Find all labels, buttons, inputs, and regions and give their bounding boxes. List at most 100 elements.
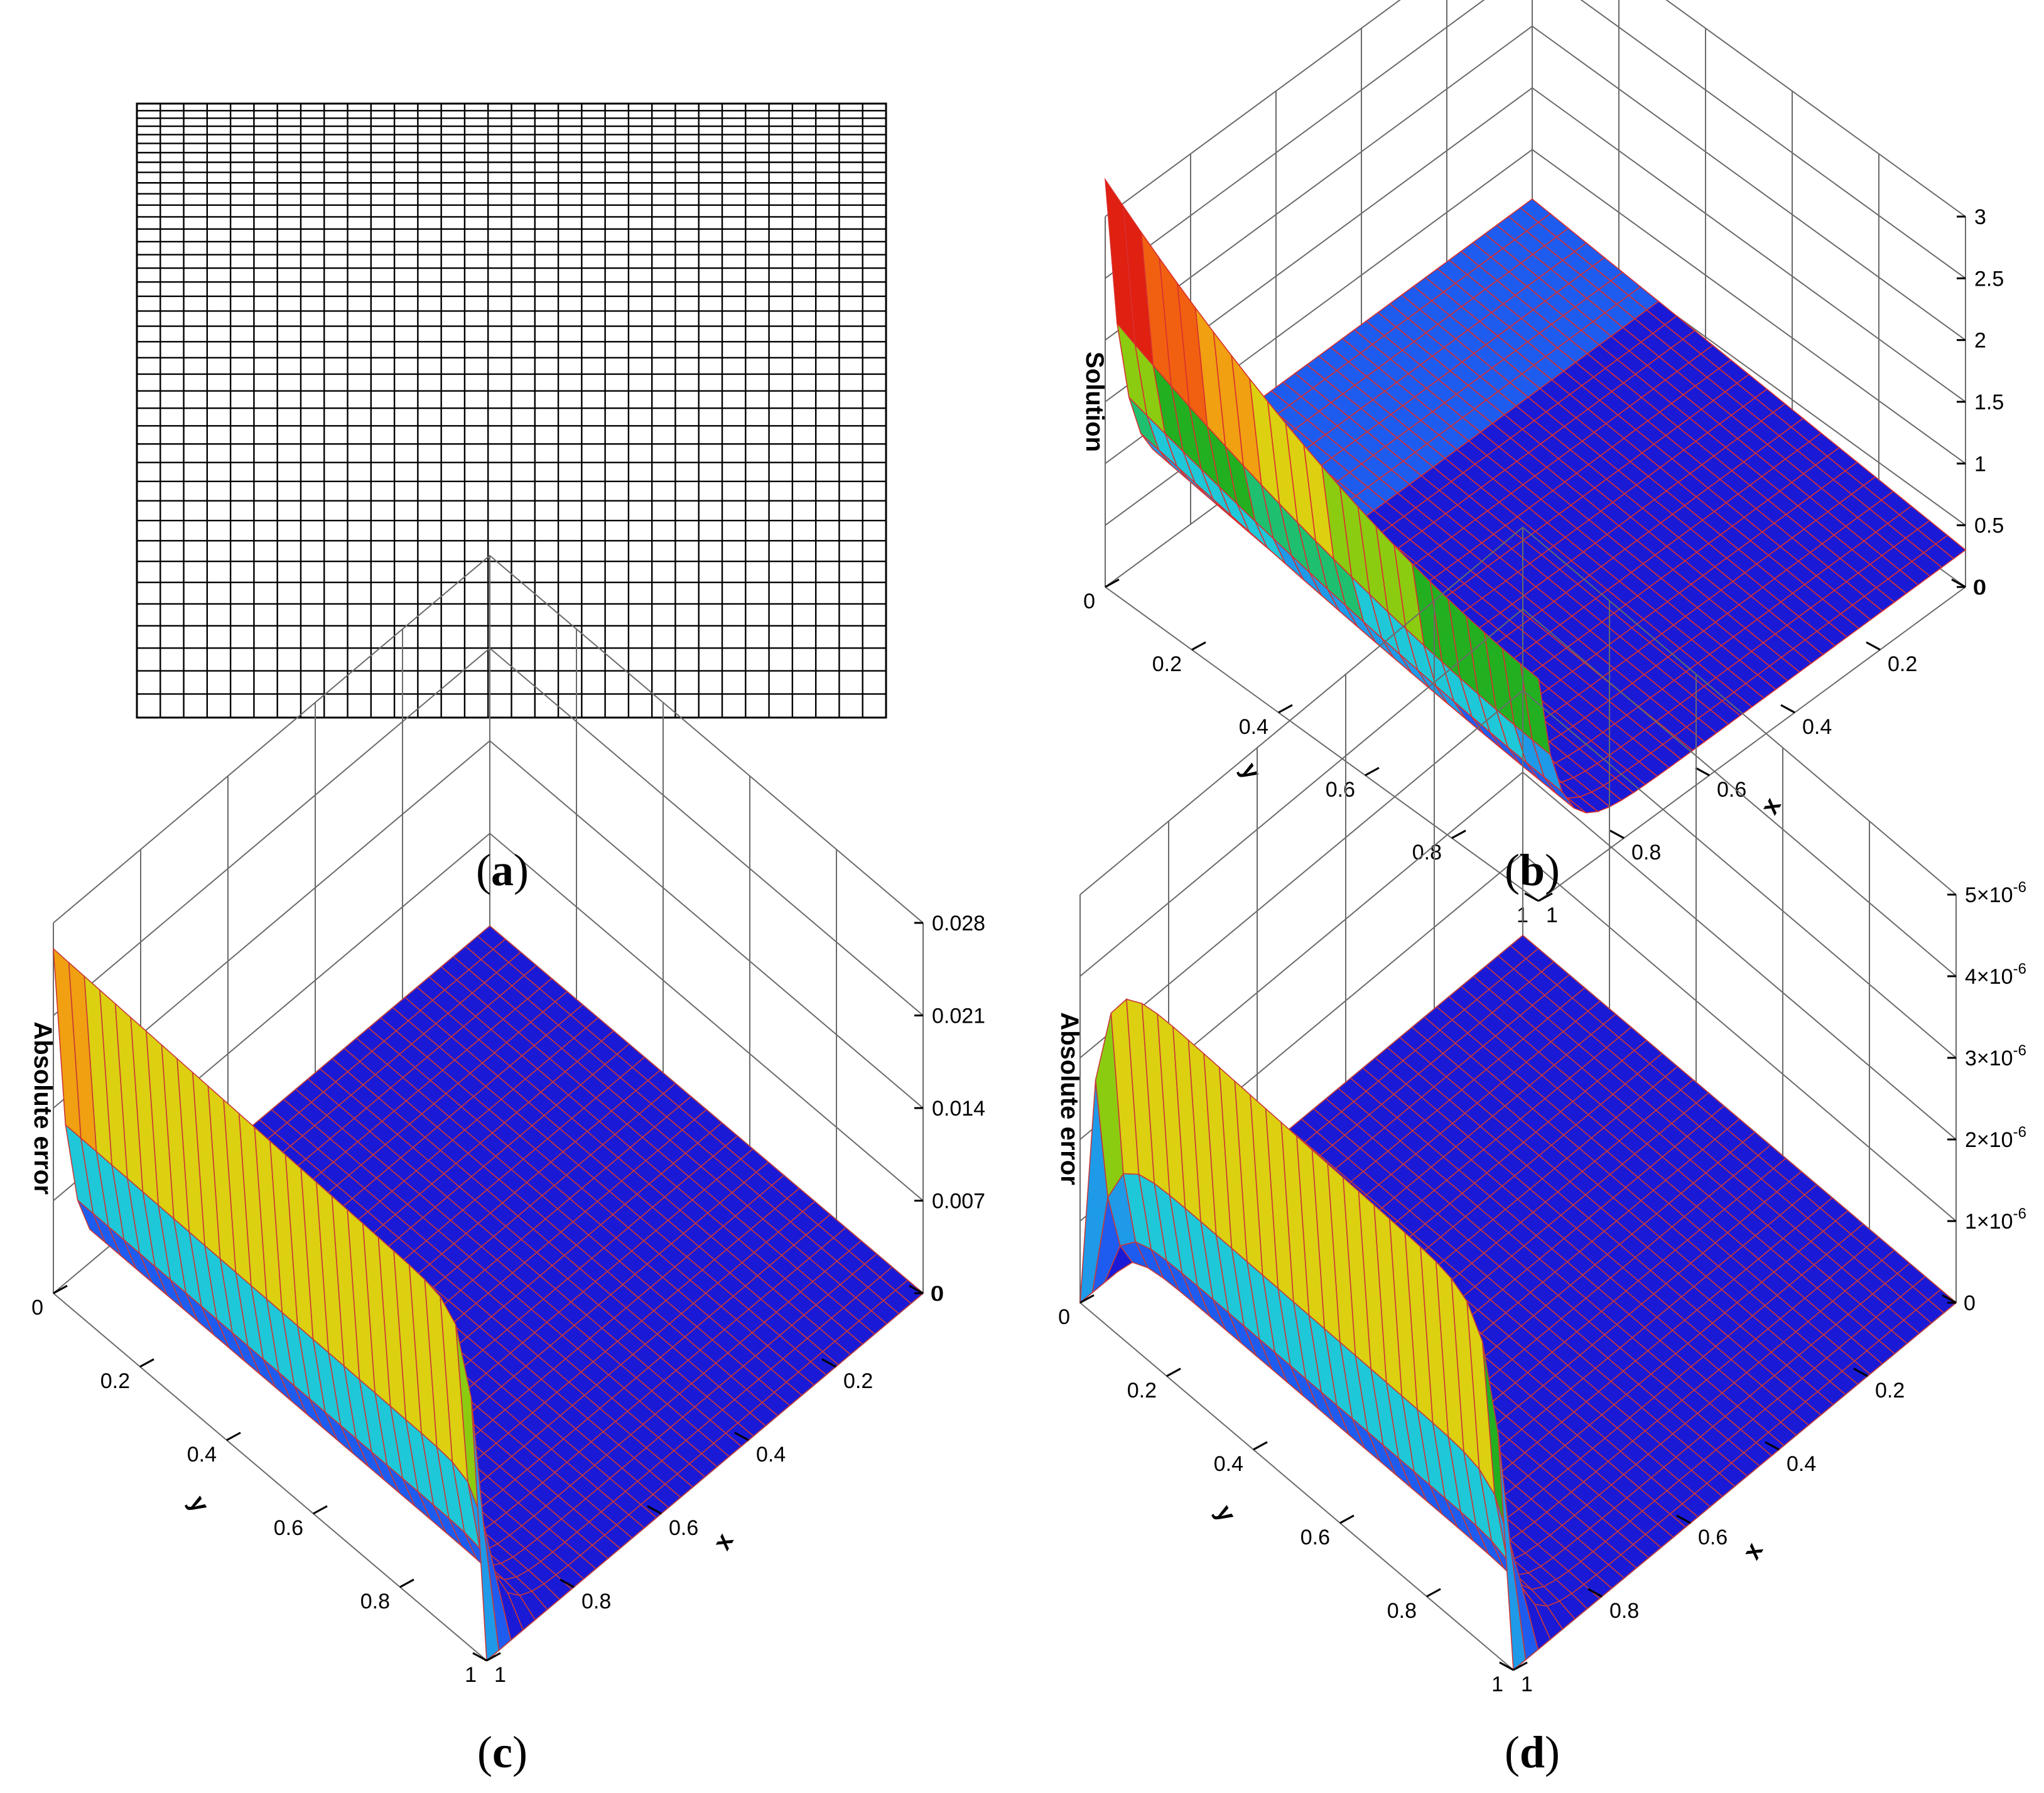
- y-tick-label: 0.6: [274, 1516, 303, 1540]
- y-tick-label: 1: [465, 1663, 477, 1687]
- x-tick-mark: [560, 1578, 575, 1588]
- x-tick-mark: [1695, 767, 1710, 777]
- z-axis-title: Solution: [1081, 352, 1108, 452]
- x-tick-label: 1: [494, 1663, 506, 1687]
- y-tick-label: 0.4: [187, 1443, 217, 1467]
- y-tick-label: 0.6: [1300, 1526, 1330, 1549]
- x-tick-mark: [734, 1431, 749, 1441]
- y-tick-label: 0.4: [1214, 1452, 1243, 1476]
- x-tick-mark: [1866, 641, 1881, 651]
- y-tick-mark: [399, 1578, 414, 1588]
- y-tick-mark: [1513, 1661, 1528, 1671]
- y-tick-label: 0.8: [1387, 1599, 1417, 1623]
- grid-line: [53, 647, 924, 1016]
- y-tick-label: 0.4: [1239, 715, 1268, 739]
- x-tick-mark: [1676, 1514, 1691, 1524]
- y-tick-label: 0: [31, 1296, 43, 1320]
- x-tick-mark: [1499, 1661, 1514, 1671]
- grid-line: [1079, 689, 1957, 1058]
- panel-d-error-plot: 1×10-6 2×10-6 3×10-6 4×10-6 5×10-6 0 0.2 0.4 0.6…: [1056, 526, 2026, 1696]
- z-tick-label: 2: [1974, 329, 1986, 353]
- caption-d: (d): [1505, 1727, 1560, 1777]
- z-tick-exponent: -6: [2013, 961, 2026, 977]
- y-tick-mark: [1538, 892, 1553, 902]
- z-tick-label: 2.5: [1974, 267, 2004, 291]
- y-tick-label: 0: [1083, 590, 1095, 613]
- y-tick-mark: [1105, 578, 1120, 588]
- y-tick-label: 0.6: [1326, 778, 1355, 802]
- z-tick-exponent: -6: [2013, 1124, 2026, 1141]
- grid-line: [1079, 771, 1957, 1140]
- x-tick-mark: [909, 1284, 924, 1295]
- y-tick-label: 1: [1491, 1672, 1503, 1696]
- y-tick-label: 0: [1058, 1305, 1070, 1329]
- grid-line: [1105, 25, 1966, 341]
- x-tick-label: 0.8: [581, 1590, 611, 1613]
- y-tick-label: 0.2: [1152, 652, 1182, 676]
- y-axis-title: y: [1210, 1500, 1241, 1527]
- panel-a-mesh: [136, 102, 887, 719]
- x-tick-mark: [1524, 892, 1539, 902]
- grid-line: [1079, 608, 1957, 977]
- x-tick-mark: [1765, 1441, 1780, 1451]
- grid-line: [1105, 87, 1966, 402]
- z-tick-label: 0: [932, 1282, 944, 1306]
- x-tick-label: 1: [1546, 903, 1558, 927]
- x-tick-label: 0.6: [1717, 778, 1746, 802]
- y-tick-mark: [1166, 1367, 1181, 1377]
- y-tick-mark: [1278, 704, 1293, 714]
- z-tick-label: 0.014: [932, 1097, 985, 1121]
- grid-line: [1105, 0, 1966, 279]
- z-tick-label: 0.007: [932, 1190, 985, 1214]
- x-tick-label: 0: [1964, 1291, 1976, 1315]
- y-tick-mark: [486, 1652, 501, 1662]
- z-tick-label: 2×10-6: [1965, 1124, 2026, 1152]
- x-tick-mark: [1942, 1294, 1957, 1304]
- x-axis-title: x: [708, 1529, 738, 1554]
- surface-cell: [1520, 662, 1552, 756]
- y-tick-mark: [1191, 641, 1206, 651]
- y-tick-mark: [1451, 829, 1466, 839]
- x-tick-label: 1: [1521, 1672, 1533, 1696]
- z-tick-label: 0.5: [1974, 514, 2004, 538]
- z-tick-label: 4×10-6: [1965, 961, 2026, 989]
- caption-c: (c): [477, 1727, 527, 1777]
- x-tick-label: 0.8: [1609, 1599, 1639, 1623]
- y-tick-mark: [313, 1505, 328, 1515]
- y-tick-mark: [226, 1431, 241, 1441]
- y-tick-label: 0.2: [1127, 1379, 1157, 1403]
- y-tick-mark: [1426, 1588, 1441, 1598]
- grid-line: [1079, 526, 1957, 895]
- x-tick-label: 0.2: [1888, 652, 1917, 676]
- grid-line: [53, 740, 924, 1109]
- x-tick-mark: [1609, 829, 1625, 839]
- y-tick-mark: [53, 1284, 68, 1295]
- x-tick-mark: [1951, 578, 1966, 588]
- x-tick-label: 0.4: [1802, 715, 1832, 739]
- panel-c-error-plot: 00.0070.0140.0210.02800.20.40.60.8100.20…: [29, 554, 985, 1687]
- y-tick-mark: [139, 1358, 154, 1368]
- caption-b: (b): [1505, 845, 1560, 895]
- y-tick-label: 0.2: [100, 1369, 130, 1393]
- x-tick-label: 0: [1973, 576, 1985, 600]
- z-tick-exponent: -6: [2013, 1042, 2026, 1059]
- z-tick-label: 1: [1974, 452, 1986, 476]
- z-tick-exponent: -6: [2013, 1205, 2026, 1222]
- y-tick-mark: [1253, 1441, 1268, 1451]
- z-tick-label: 3×10-6: [1965, 1042, 2026, 1070]
- y-tick-mark: [1339, 1514, 1355, 1524]
- x-tick-label: 0.4: [1787, 1452, 1816, 1476]
- grid-line: [1105, 0, 1966, 217]
- x-tick-mark: [472, 1652, 487, 1662]
- z-axis-title: Absolute error: [29, 1021, 57, 1195]
- z-tick-label: 0.021: [932, 1004, 985, 1028]
- x-axis-title: x: [1756, 793, 1787, 819]
- z-tick-label: 3: [1974, 205, 1986, 229]
- x-tick-mark: [1587, 1588, 1603, 1598]
- y-tick-mark: [1079, 1294, 1095, 1304]
- y-tick-label: 0.8: [360, 1590, 390, 1613]
- x-tick-label: 0.6: [669, 1516, 698, 1540]
- z-axis-title: Absolute error: [1056, 1012, 1083, 1185]
- z-tick-label: 0.028: [932, 912, 985, 935]
- x-tick-label: 0: [931, 1282, 943, 1306]
